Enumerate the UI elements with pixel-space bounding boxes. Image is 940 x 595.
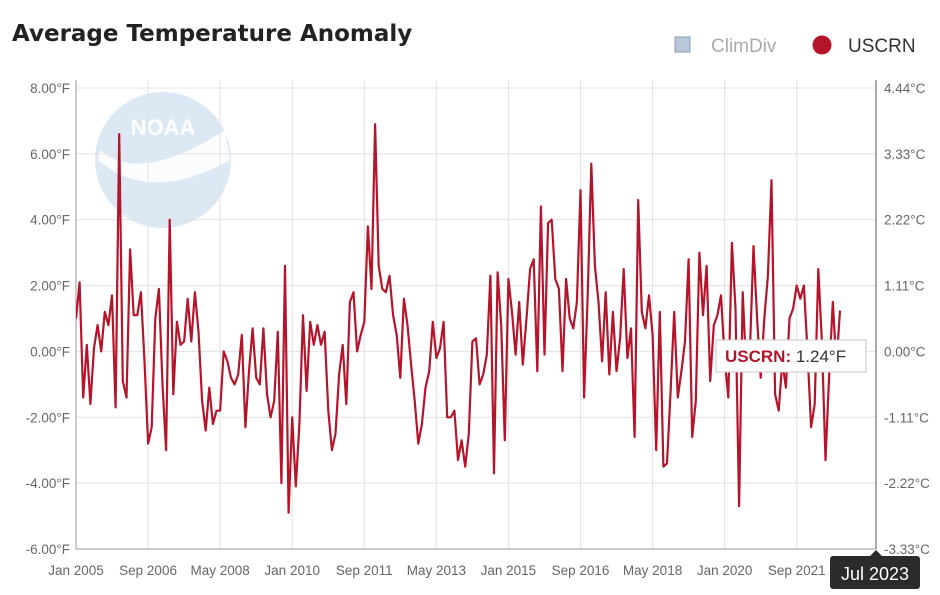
y-tick-labels-left: 8.00°F 6.00°F 4.00°F 2.00°F 0.00°F -2.00°F -4.… [26, 81, 70, 557]
legend: ClimDiv USCRN [674, 35, 916, 58]
y-tick-label-left: 2.00°F [30, 279, 70, 294]
x-tick-label: Sep 2011 [336, 563, 393, 578]
y-tick-label-left: 4.00°F [30, 213, 70, 228]
y-tick-label-left: 0.00°F [30, 344, 70, 359]
x-tick-label: May 2013 [407, 563, 466, 578]
tooltip-value: 1.24°F [796, 347, 846, 366]
x-tick-label: Sep 2021 [768, 563, 826, 578]
tooltip-text: USCRN: 1.24°F [725, 347, 846, 366]
y-tick-label-right: 0.00°C [884, 344, 926, 359]
chart-title: Average Temperature Anomaly [12, 21, 412, 47]
legend-marker-uscrn [812, 35, 832, 55]
y-tick-label-right: -1.11°C [884, 410, 929, 425]
x-tick-labels: Jan 2005 Sep 2006 May 2008 Jan 2010 Sep 2011… [48, 563, 825, 578]
y-tick-label-right: 3.33°C [884, 147, 926, 162]
legend-label-uscrn: USCRN [848, 36, 916, 57]
x-tick-label: Jan 2015 [481, 563, 537, 578]
x-tick-label: Jan 2005 [48, 563, 104, 578]
y-tick-label-left: 6.00°F [30, 147, 70, 162]
noaa-watermark-text: NOAA [131, 115, 196, 140]
crosshair-x-label: Jul 2023 [830, 550, 920, 589]
x-tick-label: Jan 2010 [264, 563, 320, 578]
crosshair-label-text: Jul 2023 [841, 564, 909, 584]
legend-label-climdiv: ClimDiv [711, 36, 777, 57]
tooltip-series-label: USCRN: [725, 347, 791, 366]
y-tick-label-left: -4.00°F [26, 476, 70, 491]
y-tick-label-right: 2.22°C [884, 213, 926, 228]
x-tick-label: Jan 2020 [697, 563, 753, 578]
tooltip: USCRN: 1.24°F [715, 339, 867, 373]
noaa-watermark: NOAA [95, 92, 231, 228]
x-tick-label: Sep 2016 [552, 563, 610, 578]
y-tick-label-right: 4.44°C [884, 81, 926, 96]
x-tick-label: Sep 2006 [119, 563, 177, 578]
series-line-uscrn[interactable] [76, 123, 842, 514]
y-tick-label-right: -3.33°C [884, 542, 930, 557]
y-tick-label-left: 8.00°F [30, 81, 70, 96]
x-tick-label: May 2018 [623, 563, 682, 578]
y-tick-label-right: -2.22°C [884, 476, 930, 491]
y-tick-label-left: -6.00°F [26, 542, 70, 557]
y-tick-label-right: 1.11°C [884, 279, 925, 294]
legend-marker-climdiv [674, 36, 691, 53]
y-tick-label-left: -2.00°F [26, 410, 70, 425]
x-tick-label: May 2008 [190, 563, 249, 578]
legend-item-climdiv[interactable]: ClimDiv [674, 36, 777, 57]
legend-item-uscrn[interactable]: USCRN [812, 35, 916, 58]
crosshair-label-box [830, 556, 920, 589]
y-tick-labels-right: 4.44°C 3.33°C 2.22°C 1.11°C 0.00°C -1.11°C -2.… [884, 81, 930, 557]
tooltip-box [715, 339, 867, 373]
